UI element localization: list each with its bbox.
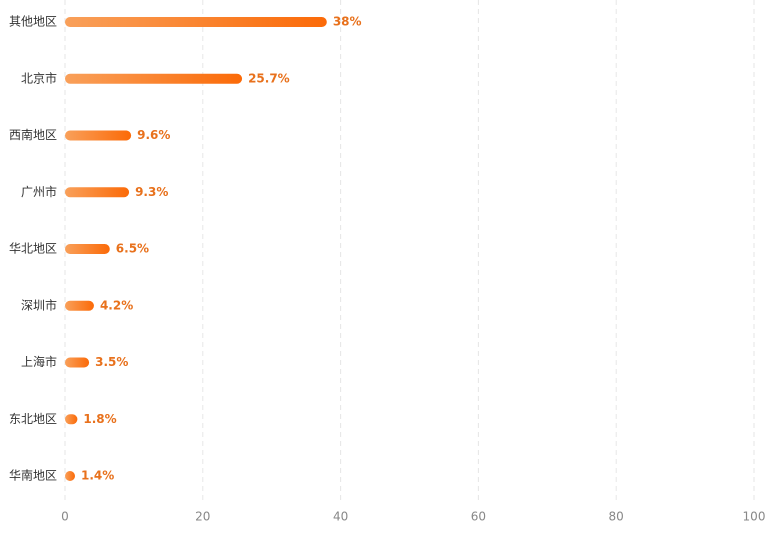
- x-tick-label: 100: [743, 510, 766, 524]
- value-label: 3.5%: [95, 355, 128, 369]
- bar: [65, 414, 78, 425]
- bar: [65, 17, 327, 27]
- value-label: 25.7%: [248, 71, 290, 85]
- value-label: 4.2%: [100, 298, 133, 312]
- y-tick-label: 北京市: [21, 70, 57, 85]
- x-tick-label: 40: [333, 510, 348, 524]
- bar: [65, 471, 75, 481]
- bar: [65, 73, 243, 84]
- y-tick-label: 上海市: [21, 354, 57, 369]
- value-label: 9.3%: [135, 185, 168, 199]
- y-tick-label: 华北地区: [9, 242, 57, 256]
- value-label: 6.5%: [116, 242, 149, 256]
- bar: [65, 130, 132, 141]
- y-tick-label: 深圳市: [21, 297, 57, 312]
- y-tick-label: 广州市: [21, 184, 57, 199]
- bar: [65, 187, 130, 198]
- y-tick-label: 东北地区: [9, 412, 57, 426]
- y-tick-label: 华南地区: [9, 468, 57, 483]
- x-tick-label: 20: [195, 510, 210, 524]
- value-label: 1.4%: [81, 469, 114, 483]
- bar: [65, 357, 90, 368]
- x-tick-label: 80: [609, 510, 624, 524]
- value-label: 1.8%: [83, 412, 116, 426]
- value-label: 38%: [333, 15, 362, 29]
- y-tick-label: 西南地区: [9, 127, 57, 142]
- x-tick-label: 0: [61, 510, 69, 524]
- x-tick-label: 60: [471, 510, 486, 524]
- value-label: 9.6%: [137, 128, 170, 142]
- bar: [65, 244, 110, 254]
- bar: [65, 300, 94, 311]
- y-tick-label: 其他地区: [9, 15, 57, 29]
